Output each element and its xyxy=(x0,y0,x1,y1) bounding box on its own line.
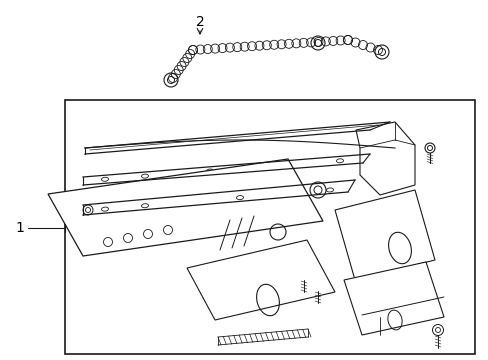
Polygon shape xyxy=(48,159,323,256)
Polygon shape xyxy=(355,122,414,195)
Polygon shape xyxy=(334,190,434,280)
Text: 2: 2 xyxy=(195,15,204,29)
Polygon shape xyxy=(343,262,443,335)
Polygon shape xyxy=(186,240,334,320)
Bar xyxy=(65,100,474,354)
Text: 1: 1 xyxy=(16,221,24,235)
